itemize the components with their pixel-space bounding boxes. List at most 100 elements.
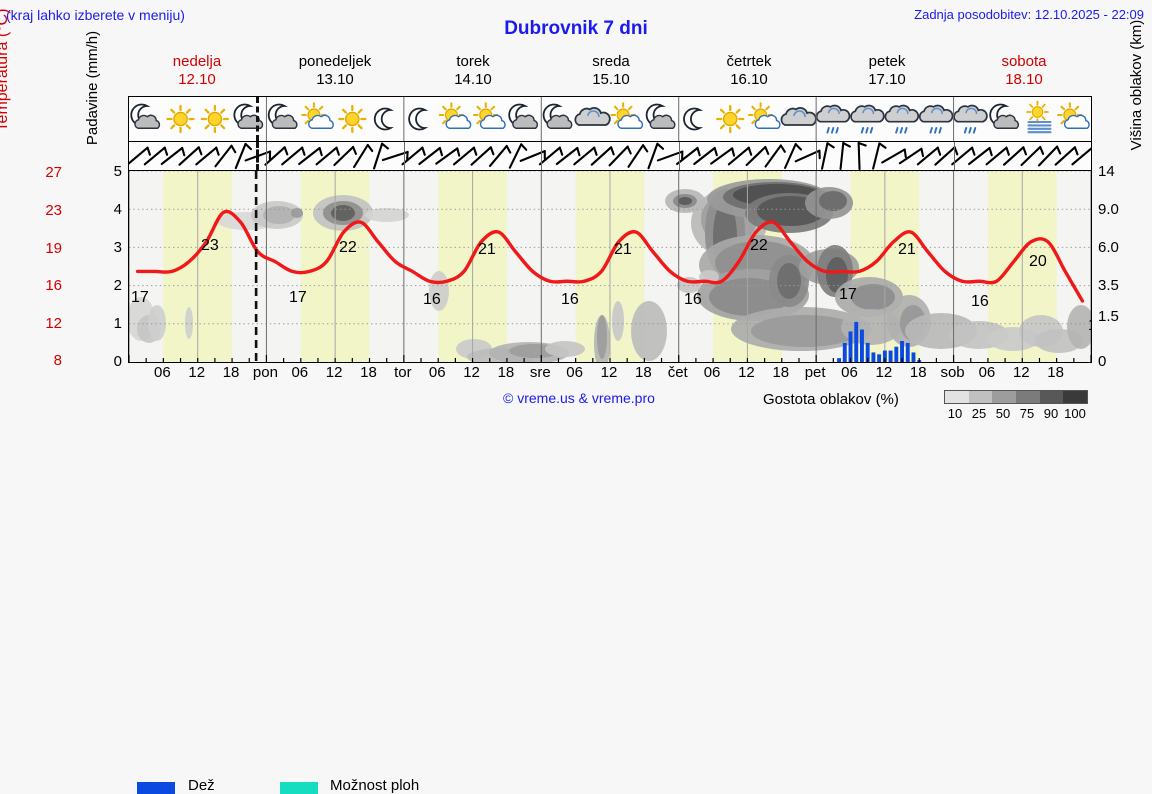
wind-barb xyxy=(785,144,801,168)
day-name: četrtek xyxy=(680,53,818,71)
temperature-label: 21 xyxy=(898,241,916,259)
temp-tick-27: 27 xyxy=(34,164,62,181)
cloud-density-blob xyxy=(545,341,585,357)
wind-band-separator xyxy=(954,142,955,170)
precip-tick-1: 1 xyxy=(104,315,122,332)
day-date: 14.10 xyxy=(404,71,542,89)
cloud-density-tick-90: 90 xyxy=(1038,406,1064,421)
wind-band-separator xyxy=(404,142,405,170)
icon-band-now-line xyxy=(256,97,259,141)
cloudheight-tick-9: 9.0 xyxy=(1098,201,1119,218)
temperature-label: 14 xyxy=(1088,317,1092,335)
cloudheight-tick-14: 14 xyxy=(1098,163,1115,180)
wind-barb xyxy=(649,144,664,168)
weather-icons-band xyxy=(128,96,1092,142)
rain-bar xyxy=(854,322,858,362)
cloud-density-blob xyxy=(365,208,409,222)
cloudheight-tick-15: 1.5 xyxy=(1098,308,1119,325)
rain-bar xyxy=(906,343,910,362)
temp-tick-16: 16 xyxy=(34,277,62,294)
cloud-density-step-3 xyxy=(1016,391,1040,403)
day-header-5: petek 17.10 xyxy=(818,53,956,89)
rain-legend-label: Dež xyxy=(188,777,215,794)
cloudheight-tick-35: 3.5 xyxy=(1098,277,1119,294)
temperature-label: 16 xyxy=(971,293,989,311)
temperature-label: 20 xyxy=(1029,253,1047,271)
cloud-density-blob xyxy=(612,301,624,341)
copyright-link[interactable]: © vreme.us & vreme.pro xyxy=(503,390,655,406)
weather-forecast-page: (kraj lahko izberete v meniju) Dubrovnik… xyxy=(0,0,1152,443)
day-header-3: sreda 15.10 xyxy=(542,53,680,89)
cloudheight-axis-title: Višina oblakov (km) xyxy=(1128,0,1145,175)
cloud-density-tick-10: 10 xyxy=(942,406,968,421)
day-name: nedelja xyxy=(128,53,266,71)
showers-legend-label: Možnost ploh xyxy=(330,777,419,794)
cloud-density-blob xyxy=(678,197,692,205)
rain-bar xyxy=(889,351,893,362)
wind-band-now-line xyxy=(256,142,259,170)
wind-band-separator xyxy=(266,142,267,170)
cloud-density-step-1 xyxy=(969,391,993,403)
temperature-label: 16 xyxy=(561,291,579,309)
wind-barb xyxy=(354,145,372,167)
temperature-label: 17 xyxy=(839,286,857,304)
cloud-density-step-0 xyxy=(945,391,969,403)
rain-legend-swatch xyxy=(137,782,175,794)
cloud-density-title: Gostota oblakov (%) xyxy=(763,391,899,408)
wind-barbs-svg xyxy=(129,142,1091,170)
temperature-label: 16 xyxy=(684,291,702,309)
cloud-density-tick-25: 25 xyxy=(966,406,992,421)
cloud-density-blob xyxy=(777,263,801,299)
day-name: sobota xyxy=(956,53,1092,71)
precip-tick-0: 0 xyxy=(104,353,122,370)
day-name: sreda xyxy=(542,53,680,71)
temperature-label: 17 xyxy=(289,289,307,307)
temp-tick-12: 12 xyxy=(34,315,62,332)
wind-band-separator xyxy=(679,142,680,170)
temperature-axis-title: Temperatura (°C) xyxy=(0,0,12,170)
day-name: torek xyxy=(404,53,542,71)
wind-barb xyxy=(236,144,251,168)
temp-tick-19: 19 xyxy=(34,240,62,257)
day-header-6: sobota 18.10 xyxy=(956,53,1092,89)
cloud-density-blob xyxy=(819,191,847,211)
cloud-density-blob xyxy=(597,315,607,359)
day-date: 18.10 xyxy=(956,71,1092,89)
day-date: 12.10 xyxy=(128,71,266,89)
wind-barb xyxy=(841,143,850,169)
wind-barb xyxy=(822,143,834,168)
temperature-label: 21 xyxy=(478,241,496,259)
temperature-label: 21 xyxy=(614,241,632,259)
cloud-density-blob xyxy=(148,305,166,341)
cloud-density-tick-75: 75 xyxy=(1014,406,1040,421)
wind-barb xyxy=(490,146,510,166)
cloud-density-step-5 xyxy=(1063,391,1087,403)
forecast-plot: 172317221621162116221721162014 xyxy=(128,170,1092,363)
cloud-density-step-2 xyxy=(992,391,1016,403)
cloud-density-tick-50: 50 xyxy=(990,406,1016,421)
cloud-density-tick-100: 100 xyxy=(1062,406,1088,421)
day-name: ponedeljek xyxy=(266,53,404,71)
temperature-label: 17 xyxy=(131,289,149,307)
day-date: 15.10 xyxy=(542,71,680,89)
temp-tick-8: 8 xyxy=(34,352,62,369)
cloud-density-blob xyxy=(851,284,895,310)
precip-tick-4: 4 xyxy=(104,201,122,218)
wind-barb xyxy=(766,145,785,166)
temp-tick-23: 23 xyxy=(34,202,62,219)
precipitation-axis-title: Padavine (mm/h) xyxy=(84,0,101,178)
rain-bar xyxy=(843,343,847,362)
rain-bar xyxy=(837,358,841,362)
precip-tick-2: 2 xyxy=(104,277,122,294)
cloud-density-blob xyxy=(263,206,295,224)
rain-bar xyxy=(877,354,881,362)
day-date: 17.10 xyxy=(818,71,956,89)
cloud-density-blob xyxy=(331,205,355,221)
rain-bar xyxy=(894,347,898,362)
wind-barb xyxy=(859,143,866,169)
day-header-4: četrtek 16.10 xyxy=(680,53,818,89)
cloudheight-tick-6: 6.0 xyxy=(1098,239,1119,256)
precip-tick-5: 5 xyxy=(104,163,122,180)
rain-bar xyxy=(912,352,916,362)
